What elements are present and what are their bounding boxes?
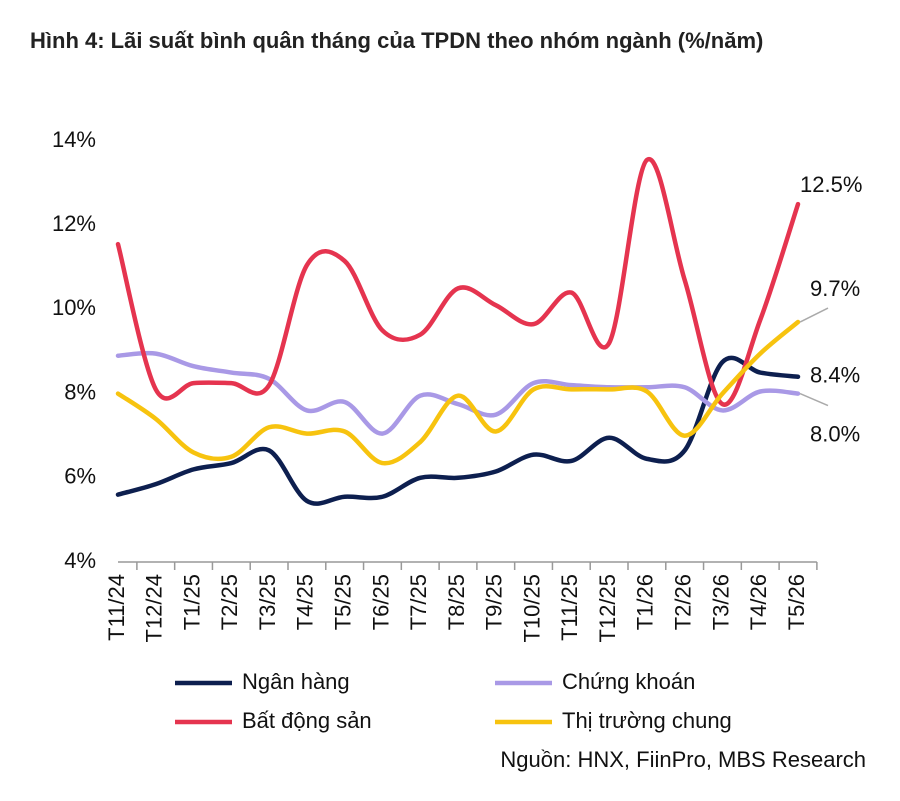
x-tick-label: T10/25 — [519, 574, 544, 643]
x-tick-label: T12/24 — [142, 574, 167, 643]
x-tick-label: T8/25 — [444, 574, 469, 630]
x-tick-label: T4/26 — [746, 574, 771, 630]
x-tick-label: T5/25 — [330, 574, 355, 630]
x-tick-label: T12/25 — [595, 574, 620, 643]
value-label: 12.5% — [800, 172, 862, 197]
x-tick-label: T3/25 — [255, 574, 280, 630]
series-line — [115, 350, 801, 436]
x-tick-label: T1/25 — [179, 574, 204, 630]
y-tick-label: 12% — [52, 211, 96, 236]
x-tick-label: T1/26 — [633, 574, 658, 630]
chart-title: Hình 4: Lãi suất bình quân tháng của TPD… — [30, 28, 764, 53]
y-tick-label: 4% — [64, 548, 96, 573]
x-tick-label: T2/26 — [670, 574, 695, 630]
series-line — [115, 319, 801, 466]
x-tick-label: T5/26 — [784, 574, 809, 630]
x-tick-label: T7/25 — [406, 574, 431, 630]
value-label: 8.4% — [810, 363, 860, 388]
leader-line — [799, 392, 829, 407]
legend-label: Chứng khoán — [562, 669, 695, 694]
value-label: 8.0% — [810, 421, 860, 446]
x-tick-label: T11/24 — [104, 574, 129, 641]
x-tick-label: T11/25 — [557, 574, 582, 641]
y-tick-label: 10% — [52, 295, 96, 320]
source: Nguồn: HNX, FiinPro, MBS Research — [500, 747, 866, 772]
x-tick-label: T2/25 — [217, 574, 242, 630]
series-line — [115, 156, 801, 407]
y-tick-label: 6% — [64, 464, 96, 489]
y-tick-label: 14% — [52, 127, 96, 152]
series-line — [115, 355, 801, 506]
value-label: 9.7% — [810, 276, 860, 301]
legend-label: Ngân hàng — [242, 669, 350, 694]
x-tick-label: T4/25 — [293, 574, 318, 630]
legend-label: Thị trường chung — [562, 708, 732, 733]
legend-label: Bất động sản — [242, 708, 372, 733]
x-tick-label: T9/25 — [482, 574, 507, 630]
x-tick-label: T6/25 — [368, 574, 393, 630]
leader-line — [799, 307, 829, 323]
y-tick-label: 8% — [64, 379, 96, 404]
x-tick-label: T3/26 — [708, 574, 733, 630]
